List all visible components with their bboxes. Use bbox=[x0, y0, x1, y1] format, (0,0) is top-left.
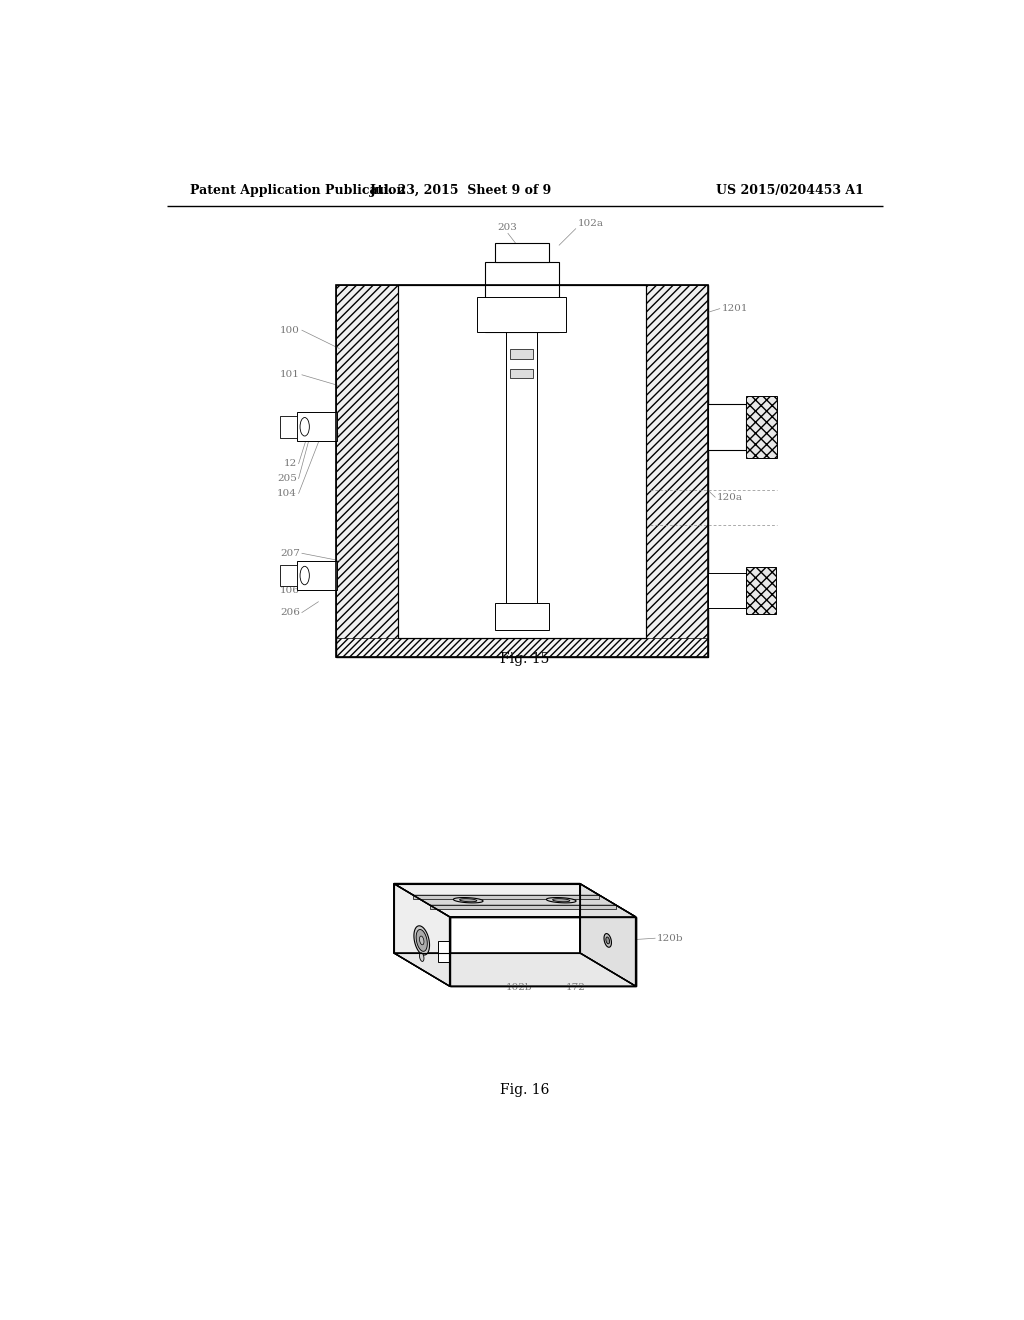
Polygon shape bbox=[580, 883, 636, 986]
Polygon shape bbox=[547, 898, 577, 903]
Text: 120b: 120b bbox=[657, 933, 684, 942]
Text: Fig. 16: Fig. 16 bbox=[500, 1084, 550, 1097]
Polygon shape bbox=[420, 953, 424, 961]
Polygon shape bbox=[414, 895, 599, 899]
Polygon shape bbox=[553, 899, 569, 902]
Text: 101: 101 bbox=[281, 370, 300, 379]
Text: Fig. 15: Fig. 15 bbox=[500, 652, 550, 665]
Text: 12: 12 bbox=[284, 459, 297, 469]
Polygon shape bbox=[450, 917, 636, 986]
Bar bbox=[397, 285, 646, 638]
Text: 205: 205 bbox=[278, 474, 297, 483]
Bar bbox=[406, 469, 638, 631]
Polygon shape bbox=[414, 925, 429, 956]
Ellipse shape bbox=[300, 417, 309, 436]
Bar bbox=[646, 285, 708, 638]
Text: 1201: 1201 bbox=[722, 304, 749, 313]
Polygon shape bbox=[438, 941, 450, 962]
Bar bbox=[297, 561, 337, 590]
Bar bbox=[477, 297, 566, 331]
Text: 207: 207 bbox=[281, 549, 300, 558]
Polygon shape bbox=[460, 899, 477, 902]
Polygon shape bbox=[454, 898, 483, 903]
Bar bbox=[336, 285, 397, 638]
Bar bbox=[746, 566, 776, 614]
Bar bbox=[397, 285, 646, 638]
Text: 102b: 102b bbox=[506, 983, 532, 991]
Text: 172: 172 bbox=[566, 983, 586, 993]
Polygon shape bbox=[394, 953, 636, 986]
Bar bbox=[708, 404, 746, 450]
Text: 203: 203 bbox=[498, 223, 518, 232]
Bar bbox=[280, 416, 297, 437]
Bar bbox=[485, 263, 558, 331]
Text: 100: 100 bbox=[281, 326, 300, 334]
Bar bbox=[506, 331, 538, 603]
Polygon shape bbox=[604, 933, 611, 948]
Bar bbox=[510, 368, 534, 378]
Bar bbox=[510, 350, 534, 359]
Text: 106: 106 bbox=[281, 586, 300, 595]
Bar bbox=[506, 331, 538, 603]
Polygon shape bbox=[416, 929, 427, 952]
Bar bbox=[280, 565, 297, 586]
Text: Patent Application Publication: Patent Application Publication bbox=[190, 185, 406, 197]
Bar bbox=[495, 603, 549, 631]
Polygon shape bbox=[430, 906, 616, 908]
Polygon shape bbox=[394, 883, 450, 986]
Polygon shape bbox=[606, 937, 609, 944]
Bar bbox=[336, 285, 708, 657]
Bar bbox=[397, 285, 646, 638]
Bar bbox=[708, 573, 746, 607]
Text: 120a: 120a bbox=[717, 492, 743, 502]
Ellipse shape bbox=[300, 566, 309, 585]
Text: 102a: 102a bbox=[578, 219, 603, 228]
Bar bbox=[297, 412, 337, 441]
Bar bbox=[746, 396, 777, 458]
Text: Jul. 23, 2015  Sheet 9 of 9: Jul. 23, 2015 Sheet 9 of 9 bbox=[370, 185, 552, 197]
Bar bbox=[336, 285, 708, 657]
Bar bbox=[495, 243, 549, 263]
Polygon shape bbox=[394, 883, 636, 917]
Polygon shape bbox=[420, 936, 424, 945]
Text: 103: 103 bbox=[281, 418, 300, 428]
Text: 104: 104 bbox=[278, 490, 297, 498]
Text: US 2015/0204453 A1: US 2015/0204453 A1 bbox=[717, 185, 864, 197]
Text: 206: 206 bbox=[281, 609, 300, 618]
Polygon shape bbox=[414, 895, 616, 906]
